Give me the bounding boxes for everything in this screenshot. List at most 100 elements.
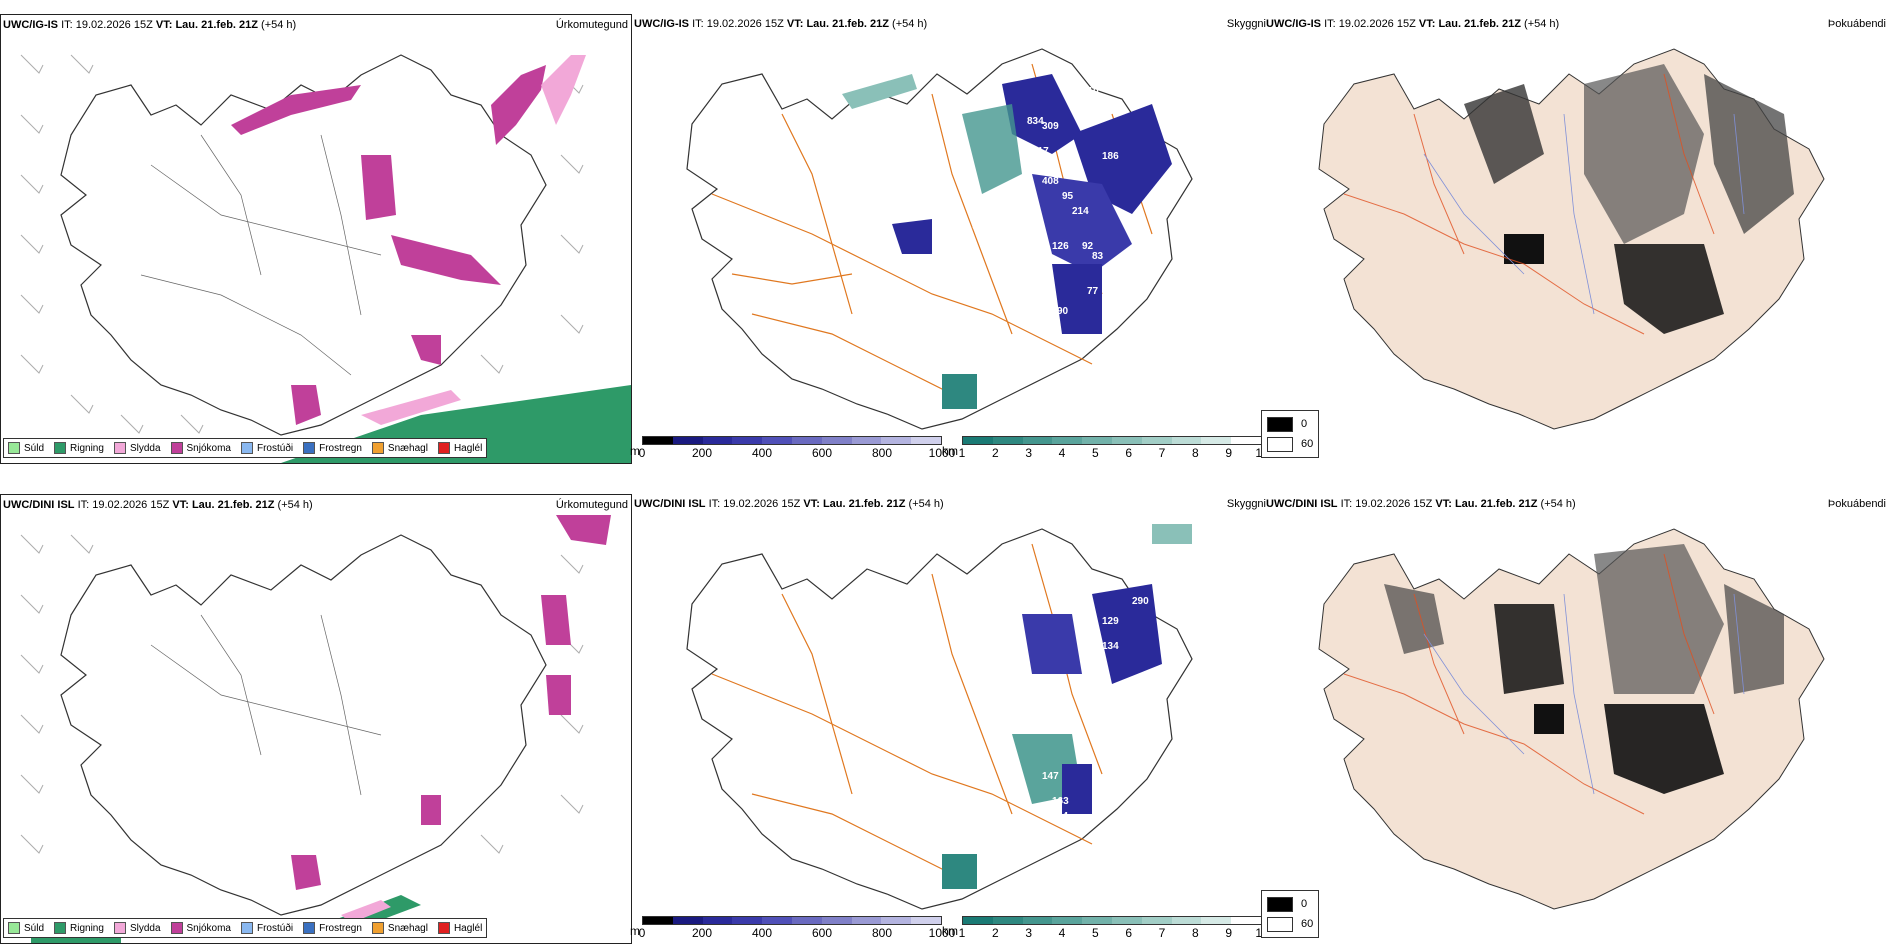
it-label: IT: [77, 499, 90, 511]
it-value: 19.02.2026 15Z [92, 499, 170, 511]
colorbar-tick: 2 [991, 446, 999, 460]
colorbar-unit: km [942, 444, 958, 458]
road-network [711, 63, 1153, 405]
vt-label: VT: [155, 19, 173, 31]
visibility-title: Skyggni [1226, 18, 1266, 30]
colorbar-tick: 0 [638, 446, 646, 460]
fog-key-max: 60 [1301, 918, 1314, 930]
colorbar-segment [992, 437, 1023, 444]
colorbar-segment [1171, 917, 1202, 924]
colorbar-tick: 600 [811, 446, 833, 460]
vt-label: VT: [803, 498, 820, 510]
colorbar-tick: 200 [691, 446, 713, 460]
panel-header: UWC/IG-IS IT: 19.02.2026 15Z VT: Lau. 21… [3, 19, 296, 31]
legend-swatch [303, 442, 316, 454]
model-name: UWC/DINI ISL [1266, 498, 1338, 510]
colorbar-ticks: 0 200 400 600 800 1000 [638, 445, 956, 460]
colorbar-tick: 800 [871, 926, 893, 940]
legend-item: Snjókoma [170, 922, 231, 934]
colorbar-strip [642, 436, 942, 445]
legend-swatch [240, 442, 253, 454]
colorbar-segment [821, 917, 852, 924]
model-name: UWC/DINI ISL [634, 498, 706, 510]
colorbar-segment [963, 917, 993, 924]
model-name: UWC/IG-IS [3, 19, 58, 31]
colorbar-segment [702, 437, 733, 444]
legend-label: Rigning [70, 442, 104, 454]
colorbar-tick: 2 [991, 926, 999, 940]
lead-time: (+54 h) [1540, 498, 1576, 510]
legend-label: Frostúði [256, 922, 294, 934]
vt-value: Lau. 21.feb. 21Z [806, 18, 889, 30]
vt-value: Lau. 21.feb. 21Z [1454, 498, 1538, 510]
visibility-number: 163 [1052, 796, 1069, 807]
snow-area-1 [231, 85, 361, 135]
colorbar-segment [791, 437, 822, 444]
colorbar-segment [702, 917, 733, 924]
colorbar-tick: 3 [1025, 446, 1032, 460]
visibility-number: 129 [1102, 616, 1119, 627]
colorbar-strip [642, 916, 942, 925]
visibility-number: 352 [1102, 106, 1119, 117]
ptype-panel-bottom: UWC/DINI ISL IT: 19.02.2026 15Z VT: Lau.… [0, 494, 632, 944]
visibility-number: 85 [942, 234, 954, 245]
colorbar-tick: 4 [1058, 926, 1066, 940]
vt-label: VT: [172, 499, 189, 511]
colorbar-segment [643, 437, 673, 444]
legend-swatch [303, 922, 316, 934]
panel-header: UWC/DINI ISL IT: 19.02.2026 15Z VT: Lau.… [3, 499, 313, 511]
visibility-number: 251 [1027, 161, 1044, 172]
legend-swatch [371, 442, 384, 454]
legend-item: Haglél [437, 922, 483, 934]
panel-header: UWC/IG-IS IT: 19.02.2026 15Z VT: Lau. 21… [1266, 18, 1559, 30]
visibility-number: 90 [1057, 306, 1069, 317]
iceland-outline [60, 54, 547, 436]
colorbar-segment [1231, 437, 1261, 444]
it-value: 19.02.2026 15Z [706, 18, 784, 30]
legend-label: Frostregn [319, 922, 362, 934]
fog-title: Þokuábendi [1827, 18, 1886, 30]
model-name: UWC/IG-IS [634, 18, 689, 30]
legend-label: Frostúði [256, 442, 294, 454]
legend-item: Frostúði [240, 922, 294, 934]
colorbar-tick: 600 [811, 926, 833, 940]
colorbar-segment [821, 437, 852, 444]
legend-item: Rigning [54, 922, 104, 934]
it-label: IT: [1340, 498, 1353, 510]
legend-swatch [170, 442, 183, 454]
legend-label: Snjókoma [186, 442, 231, 454]
lead-time: (+54 h) [261, 19, 297, 31]
visibility-number: 108 [1102, 266, 1119, 277]
colorbar-tick: 8 [1191, 926, 1199, 940]
colorbar-tick: 1 [958, 446, 966, 460]
visibility-number: 290 [1132, 596, 1149, 607]
legend-item: Frostregn [303, 442, 362, 454]
visibility-number: 214 [1072, 206, 1089, 217]
visibility-number: 834 [1027, 116, 1044, 127]
legend-swatch [8, 442, 20, 454]
legend-label: Súld [24, 442, 45, 454]
colorbar-tick: 0 [638, 926, 646, 940]
legend-swatch [437, 442, 450, 454]
lead-time: (+54 h) [1524, 18, 1560, 30]
colorbar-segment [762, 917, 792, 924]
cloud-base-colorbar: 0 200 400 600 800 1000 m [630, 916, 955, 940]
colorbar-tick: 1000 [928, 926, 956, 940]
colorbar-tick: 3 [1025, 926, 1032, 940]
colorbar-segment [1201, 917, 1232, 924]
legend-label: Slydda [129, 922, 161, 934]
it-label: IT: [708, 498, 721, 510]
legend-label: Haglél [453, 442, 483, 454]
legend-item: Haglél [437, 442, 483, 454]
colorbar-unit: m [630, 924, 640, 938]
legend-label: Haglél [453, 922, 483, 934]
ptype-panel-top: UWC/IG-IS IT: 19.02.2026 15Z VT: Lau. 21… [0, 14, 632, 464]
visibility-number: 96 [972, 221, 984, 232]
colorbar-segment [1111, 917, 1142, 924]
fog-key-max: 60 [1301, 438, 1314, 450]
legend-swatch [240, 922, 253, 934]
legend-swatch [113, 442, 126, 454]
it-label: IT: [692, 18, 704, 30]
colorbar-segment [1052, 437, 1083, 444]
legend-item: Frostregn [303, 922, 362, 934]
